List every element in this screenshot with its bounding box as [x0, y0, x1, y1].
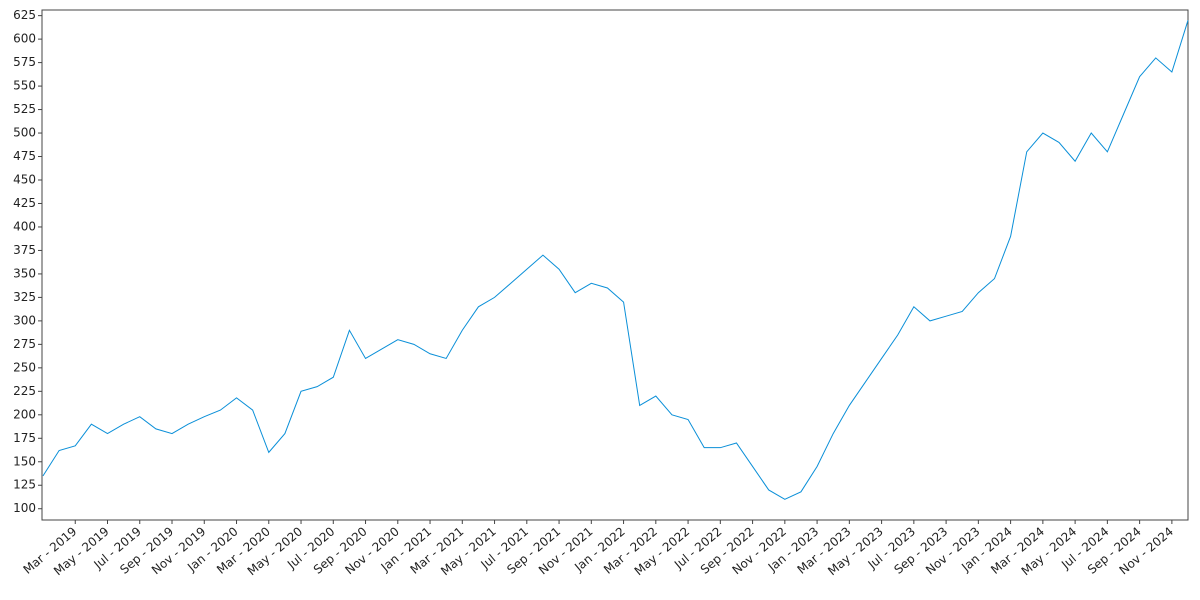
- y-tick-label: 500: [13, 126, 36, 140]
- y-tick-label: 550: [13, 79, 36, 93]
- y-tick-label: 175: [13, 431, 36, 445]
- y-tick-label: 575: [13, 55, 36, 69]
- y-tick-label: 400: [13, 219, 36, 233]
- y-tick-label: 200: [13, 407, 36, 421]
- y-tick-label: 150: [13, 454, 36, 468]
- y-tick-label: 100: [13, 501, 36, 515]
- y-tick-label: 475: [13, 149, 36, 163]
- y-tick-label: 350: [13, 266, 36, 280]
- y-tick-label: 450: [13, 173, 36, 187]
- y-tick-label: 425: [13, 196, 36, 210]
- y-tick-label: 275: [13, 337, 36, 351]
- y-tick-label: 600: [13, 32, 36, 46]
- y-tick-label: 300: [13, 313, 36, 327]
- y-tick-label: 625: [13, 8, 36, 22]
- y-tick-label: 250: [13, 360, 36, 374]
- y-tick-label: 525: [13, 102, 36, 116]
- y-tick-label: 325: [13, 290, 36, 304]
- price-line: [42, 20, 1189, 500]
- y-tick-label: 125: [13, 478, 36, 492]
- y-tick-label: 225: [13, 384, 36, 398]
- y-tick-label: 375: [13, 243, 36, 257]
- plot-frame: [41, 9, 1189, 521]
